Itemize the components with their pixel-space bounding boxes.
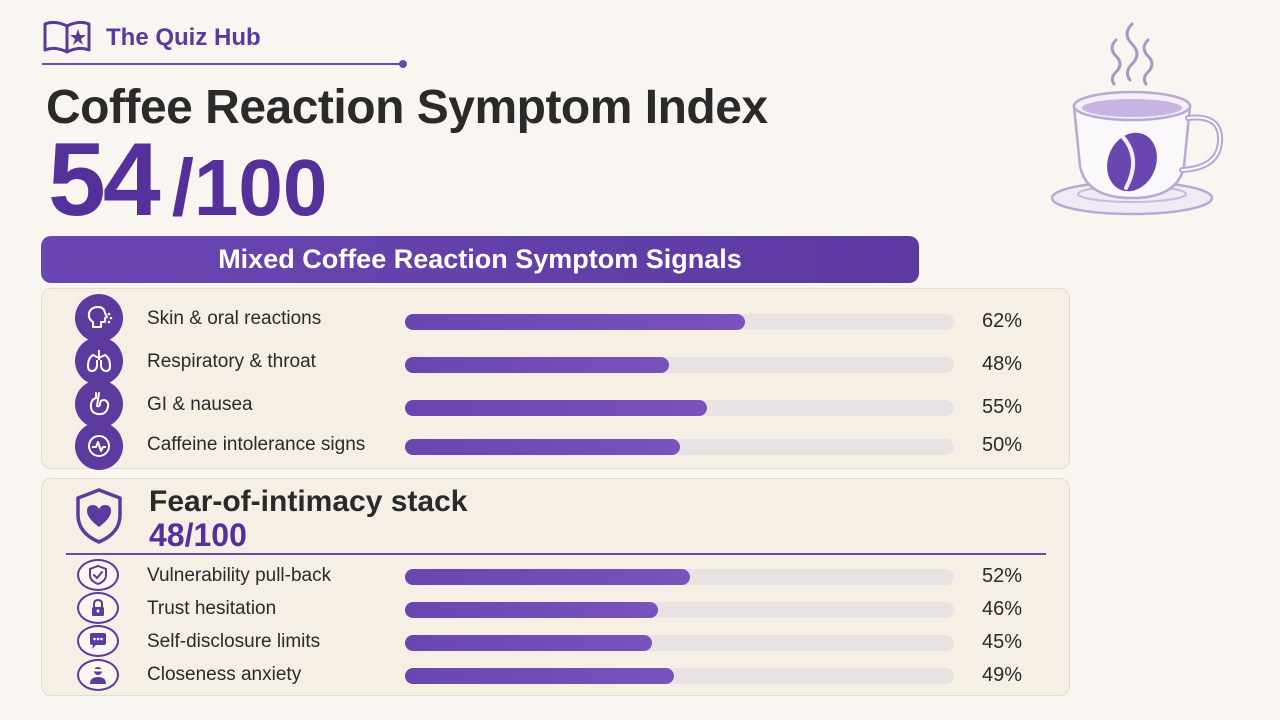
stack-percent: 45% xyxy=(982,631,1023,653)
stack-label: Trust hesitation xyxy=(147,598,277,619)
stack-bar-track xyxy=(405,569,954,585)
symptom-bar-track xyxy=(405,439,954,455)
symptom-bar-fill xyxy=(405,357,669,373)
brand[interactable]: The Quiz Hub xyxy=(42,20,261,56)
symptom-percent: 62% xyxy=(982,310,1023,332)
stack-bar-fill xyxy=(405,602,658,618)
symptom-bar-fill xyxy=(405,400,707,416)
lungs-icon xyxy=(75,337,123,385)
face-reaction-icon xyxy=(75,294,123,342)
score-max: /100 xyxy=(171,143,328,232)
symptom-row: GI & nausea 55% xyxy=(42,380,1071,428)
symptom-bar-track xyxy=(405,357,954,373)
stack-bar-track xyxy=(405,668,954,684)
symptom-percent: 50% xyxy=(982,434,1023,456)
result-banner: Mixed Coffee Reaction Symptom Signals xyxy=(41,236,919,283)
shield-check-icon xyxy=(77,559,119,591)
stack-divider xyxy=(66,553,1046,555)
heart-rate-icon xyxy=(75,422,123,470)
stack-percent: 49% xyxy=(982,664,1023,686)
stack-label: Vulnerability pull-back xyxy=(147,565,332,586)
stack-label: Closeness anxiety xyxy=(147,664,302,685)
stack-score: 48/100 xyxy=(149,517,247,553)
symptom-label: Caffeine intolerance signs xyxy=(147,434,366,455)
symptom-label: Respiratory & throat xyxy=(147,351,316,372)
stack-bar-fill xyxy=(405,635,653,651)
stack-row: Vulnerability pull-back 52% xyxy=(42,559,1071,599)
symptom-bar-track xyxy=(405,400,954,416)
stack-percent: 52% xyxy=(982,565,1023,587)
stomach-icon xyxy=(75,380,123,428)
person-icon xyxy=(77,659,119,691)
page-title: Coffee Reaction Symptom Index xyxy=(46,81,768,134)
symptom-label: GI & nausea xyxy=(147,394,253,415)
symptom-bar-fill xyxy=(405,314,746,330)
symptom-row: Respiratory & throat 48% xyxy=(42,337,1071,385)
stack-bar-fill xyxy=(405,668,674,684)
symptom-row: Caffeine intolerance signs 50% xyxy=(42,422,1071,470)
shield-heart-icon xyxy=(76,488,122,544)
score-value: 54 xyxy=(48,122,161,238)
stack-bar-track xyxy=(405,635,954,651)
symptom-label: Skin & oral reactions xyxy=(147,308,322,329)
symptom-bar-track xyxy=(405,314,954,330)
symptom-row: Skin & oral reactions 62% xyxy=(42,294,1071,342)
stack-percent: 46% xyxy=(982,598,1023,620)
stack-row: Trust hesitation 46% xyxy=(42,592,1071,632)
brand-divider-dot xyxy=(399,60,407,68)
symptom-bar-fill xyxy=(405,439,680,455)
stack-label: Self-disclosure limits xyxy=(147,631,321,652)
chat-bubble-icon xyxy=(77,625,119,657)
stack-title: Fear-of-intimacy stack xyxy=(149,485,468,518)
stack-bar-track xyxy=(405,602,954,618)
brand-name: The Quiz Hub xyxy=(106,24,261,51)
intimacy-stack-panel: Fear-of-intimacy stack 48/100 Vulnerabil… xyxy=(41,478,1070,696)
result-banner-text: Mixed Coffee Reaction Symptom Signals xyxy=(218,244,742,274)
symptom-panel: Skin & oral reactions 62% Respiratory & … xyxy=(41,288,1071,470)
overall-score: 54 /100 xyxy=(48,128,327,240)
coffee-cup-bean-icon xyxy=(1050,22,1224,216)
lock-icon xyxy=(77,592,119,624)
symptom-percent: 55% xyxy=(982,396,1023,418)
brand-divider xyxy=(42,63,404,65)
stack-row: Closeness anxiety 49% xyxy=(42,659,1071,699)
book-star-icon xyxy=(43,20,91,54)
stack-row: Self-disclosure limits 45% xyxy=(42,625,1071,665)
symptom-percent: 48% xyxy=(982,353,1023,375)
stack-bar-fill xyxy=(405,569,691,585)
